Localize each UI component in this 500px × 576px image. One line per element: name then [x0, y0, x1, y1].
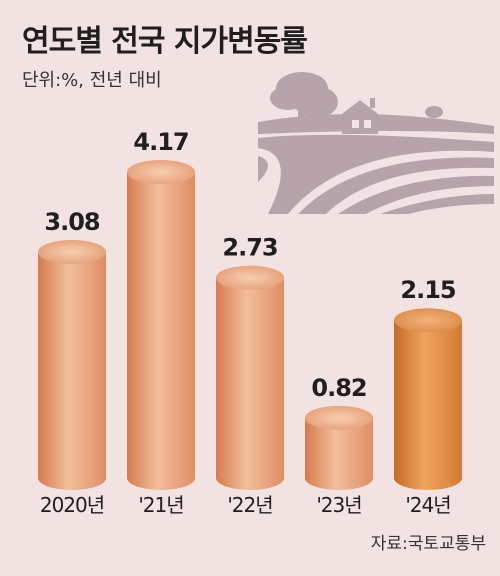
bar-cap-0 [38, 239, 106, 264]
category-label-1: '21년 [138, 493, 183, 517]
bar-2 [216, 277, 284, 490]
category-label-0: 2020년 [40, 493, 104, 517]
data-label-0: 3.08 [44, 208, 100, 236]
bar-4 [394, 320, 462, 490]
bar-1 [127, 172, 195, 490]
chart-unit-label: 단위:%, 전년 대비 [22, 70, 162, 91]
data-label-1: 4.17 [133, 128, 188, 156]
bar-cap-1 [127, 160, 195, 184]
data-label-4: 2.15 [400, 276, 456, 304]
bar-cap-2 [216, 265, 284, 290]
bar-cap-3 [305, 405, 373, 430]
data-label-2: 2.73 [222, 234, 277, 262]
farmland-house-trees-icon [258, 72, 494, 214]
bar-3 [305, 417, 373, 490]
category-label-3: '23년 [316, 493, 361, 517]
data-label-3: 0.82 [311, 374, 366, 402]
bar-cap-4 [394, 308, 462, 333]
category-label-4: '24년 [405, 493, 450, 517]
source-note: 자료:국토교통부 [370, 534, 486, 554]
chart-title: 연도별 전국 지가변동률 [22, 24, 308, 59]
category-label-2: '22년 [227, 493, 272, 517]
bar-0 [38, 251, 106, 490]
